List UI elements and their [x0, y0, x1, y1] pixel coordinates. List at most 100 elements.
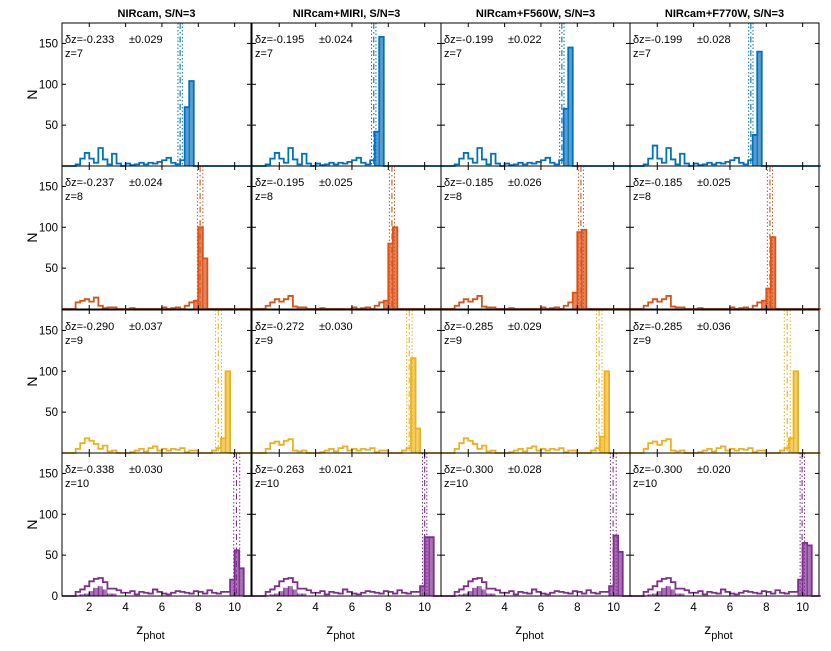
- error-label: ±0.030: [319, 321, 353, 333]
- x-tick-label: 2: [654, 602, 660, 614]
- panel-r3-c2: δz=-0.272 ±0.030 z=9: [251, 309, 443, 454]
- filled-bar: [189, 81, 194, 166]
- delta-z-label: δz=-0.285: [633, 321, 682, 333]
- redshift-label: z=10: [255, 478, 279, 490]
- y-tick-label: 100: [39, 366, 58, 378]
- outline-histogram: [441, 370, 632, 454]
- filled-bar: [292, 589, 298, 596]
- y-tick-label: 100: [39, 79, 58, 91]
- redshift-label: z=7: [255, 48, 273, 60]
- column-titles: NIRcam, S/N=3 NIRcam+MIRI, S/N=3 NIRcam+F5…: [118, 8, 785, 20]
- panel-r4-c4: δz=-0.300 ±0.020 z=10 2 4 6 8 10: [629, 452, 821, 614]
- filled-bar: [107, 593, 112, 596]
- filled-bar: [80, 594, 85, 596]
- panel-r2-c3: δz=-0.185 ±0.026 z=8: [440, 165, 632, 310]
- delta-z-label: δz=-0.263: [255, 464, 304, 476]
- redshift-label: z=10: [633, 478, 657, 490]
- filled-bar: [648, 594, 653, 596]
- filled-bar: [84, 593, 90, 596]
- redshift-label: z=7: [444, 48, 462, 60]
- filled-bar: [486, 593, 491, 596]
- x-tick-label: 8: [574, 602, 580, 614]
- y-tick-label: 100: [39, 509, 58, 521]
- redshift-label: z=10: [444, 478, 468, 490]
- panel-frame: [629, 452, 820, 597]
- x-axis-label-base: z: [515, 621, 522, 637]
- filled-bar: [600, 436, 605, 453]
- filled-bar: [429, 537, 434, 596]
- filled-bar: [666, 586, 671, 596]
- x-axis-label-subscript: phot: [711, 630, 732, 642]
- y-tick-label: 50: [45, 120, 58, 132]
- y-tick-label: 50: [45, 263, 58, 275]
- x-tick-label: 10: [607, 602, 620, 614]
- panel-r2-c4: δz=-0.185 ±0.025 z=8: [629, 165, 821, 310]
- redshift-label: z=8: [65, 191, 83, 203]
- error-label: ±0.029: [508, 321, 542, 333]
- error-label: ±0.028: [697, 34, 731, 46]
- y-tick-label: 150: [39, 181, 58, 193]
- filled-bar: [184, 107, 190, 166]
- filled-bar: [288, 586, 293, 596]
- panel-r4-c2: δz=-0.263 ±0.021 z=10 2 4 6 8 10: [251, 452, 443, 614]
- delta-z-label: δz=-0.285: [444, 321, 493, 333]
- outline-histogram: [62, 80, 253, 167]
- filled-bar: [490, 593, 496, 596]
- x-tick-label: 8: [763, 602, 769, 614]
- delta-z-label: δz=-0.185: [633, 177, 682, 189]
- filled-bar: [798, 579, 803, 596]
- y-tick-label: 100: [39, 222, 58, 234]
- error-label: ±0.030: [129, 464, 163, 476]
- delta-z-label: δz=-0.237: [65, 177, 114, 189]
- delta-z-label: δz=-0.199: [633, 34, 682, 46]
- panel-r3-c3: δz=-0.285 ±0.029 z=9: [440, 309, 632, 454]
- filled-bar: [279, 591, 284, 596]
- y-tick-label: 50: [45, 407, 58, 419]
- panel-r1-c2: δz=-0.195 ±0.024 z=7: [251, 22, 443, 167]
- x-axis-label: zphot: [515, 621, 543, 642]
- x-tick-label: 2: [86, 602, 92, 614]
- filled-bar: [274, 593, 280, 596]
- filled-bar: [468, 591, 473, 596]
- error-label: ±0.037: [129, 321, 163, 333]
- filled-bar: [424, 537, 430, 596]
- y-tick-label: 150: [39, 325, 58, 337]
- delta-z-label: δz=-0.300: [444, 464, 493, 476]
- redshift-label: z=9: [633, 335, 651, 347]
- panel-r1-c4: δz=-0.199 ±0.028 z=7: [629, 22, 821, 167]
- filled-bar: [98, 586, 103, 596]
- filled-bar: [609, 586, 614, 596]
- x-axis-label-subscript: phot: [333, 630, 354, 642]
- filled-bar: [283, 587, 289, 596]
- panel-r3-c1: δz=-0.290 ±0.037 z=9 50 100 150: [39, 309, 253, 454]
- x-tick-label: 6: [159, 602, 165, 614]
- error-label: ±0.026: [508, 177, 542, 189]
- redshift-label: z=8: [444, 191, 462, 203]
- filled-bar: [388, 243, 393, 309]
- filled-bar: [221, 438, 226, 453]
- filled-bar: [420, 586, 425, 596]
- filled-bar: [675, 593, 680, 596]
- x-tick-label: 4: [312, 602, 319, 614]
- filled-bar: [411, 358, 416, 453]
- error-label: ±0.021: [319, 464, 353, 476]
- filled-bar: [807, 545, 812, 596]
- filled-bar: [89, 591, 94, 596]
- filled-bar: [415, 428, 421, 453]
- outline-histogram: [441, 46, 632, 167]
- filled-bar: [472, 587, 478, 596]
- y-axis-labels: N N N N: [24, 89, 40, 529]
- filled-bar: [111, 593, 117, 596]
- filled-bar: [374, 131, 380, 166]
- x-tick-label: 2: [465, 602, 471, 614]
- filled-bar: [752, 134, 758, 166]
- error-label: ±0.028: [508, 464, 542, 476]
- filled-bar: [392, 227, 398, 309]
- filled-bar: [679, 593, 685, 596]
- redshift-label: z=9: [65, 335, 83, 347]
- delta-z-label: δz=-0.300: [633, 464, 682, 476]
- filled-bar: [793, 371, 799, 453]
- filled-bar: [563, 108, 569, 166]
